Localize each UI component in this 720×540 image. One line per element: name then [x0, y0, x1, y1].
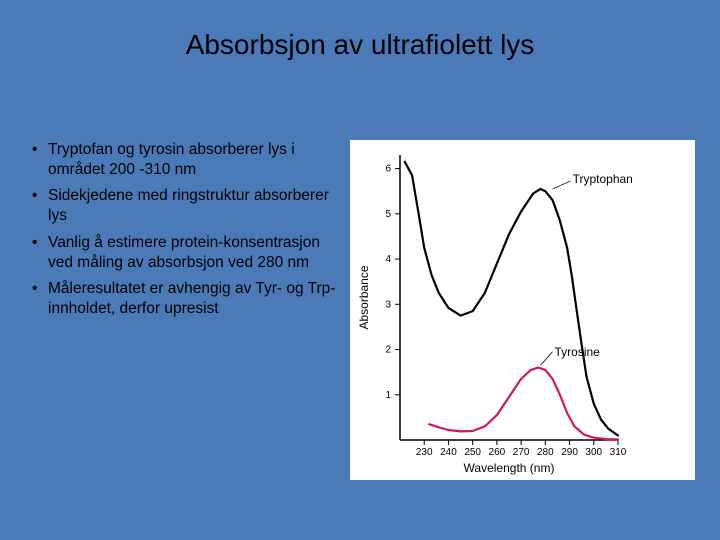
- svg-text:260: 260: [489, 447, 506, 458]
- svg-text:280: 280: [537, 447, 554, 458]
- svg-text:3: 3: [385, 299, 391, 310]
- svg-text:4: 4: [385, 254, 391, 265]
- svg-text:1: 1: [385, 390, 391, 401]
- list-item: Tryptofan og tyrosin absorberer lys i om…: [30, 140, 340, 180]
- bullet-list: Tryptofan og tyrosin absorberer lys i om…: [30, 140, 340, 480]
- list-item: Sidekjedene med ringstruktur absorberer …: [30, 186, 340, 226]
- svg-text:2: 2: [385, 345, 391, 356]
- line-chart-svg: 1 2 3 4 5 6 230 240 250 260 270 280 290 300 310 Wavelen…: [350, 140, 695, 480]
- list-item: Måleresultatet er avhengig av Tyr- og Tr…: [30, 279, 340, 319]
- svg-text:310: 310: [610, 447, 627, 458]
- svg-text:Tryptophan: Tryptophan: [573, 172, 633, 186]
- svg-text:Wavelength (nm): Wavelength (nm): [464, 461, 555, 475]
- svg-text:6: 6: [385, 164, 391, 175]
- absorbance-chart: 1 2 3 4 5 6 230 240 250 260 270 280 290 300 310 Wavelen…: [350, 140, 695, 480]
- svg-text:300: 300: [585, 447, 602, 458]
- svg-text:230: 230: [416, 447, 433, 458]
- list-item: Vanlig å estimere protein-konsentrasjon …: [30, 233, 340, 273]
- svg-text:Tyrosine: Tyrosine: [554, 345, 600, 359]
- svg-text:5: 5: [385, 209, 391, 220]
- svg-text:290: 290: [561, 447, 578, 458]
- svg-text:Absorbance: Absorbance: [357, 265, 371, 329]
- svg-text:240: 240: [440, 447, 457, 458]
- svg-text:250: 250: [464, 447, 481, 458]
- page-title: Absorbsjon av ultrafiolett lys: [186, 29, 535, 61]
- svg-text:270: 270: [513, 447, 530, 458]
